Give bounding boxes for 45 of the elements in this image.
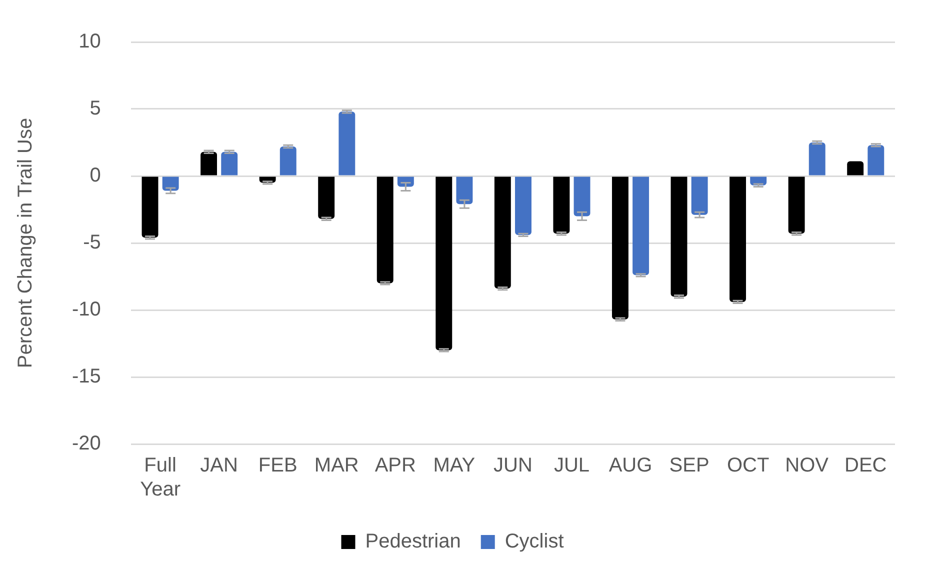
bar [456, 176, 473, 204]
x-tick-label: FEB [258, 454, 298, 477]
legend-label: Cyclist [504, 530, 564, 553]
y-tick-label: -5 [83, 232, 101, 254]
bar [494, 176, 511, 289]
x-tick-label: AUG [608, 454, 652, 477]
bar [515, 176, 532, 235]
y-tick-label: -15 [72, 366, 101, 388]
y-tick-label: 10 [78, 30, 101, 53]
bar [318, 176, 335, 219]
y-tick-label: -10 [72, 298, 101, 321]
bar [338, 112, 356, 176]
y-axis-title: Percent Change in Trail Use [14, 118, 37, 368]
x-tick-label: SEP [669, 454, 710, 477]
x-tick-label: MAY [433, 454, 476, 477]
y-tick-label: 5 [90, 98, 101, 120]
bar [221, 152, 238, 176]
bar [280, 146, 296, 176]
y-tick-label: -20 [72, 432, 101, 455]
bar [200, 152, 218, 176]
bar [730, 176, 746, 302]
bar [612, 176, 628, 320]
bar [788, 176, 805, 234]
x-tick-label: MAR [314, 454, 359, 477]
y-tick-label: 0 [90, 164, 101, 187]
bar [574, 176, 590, 216]
bar [868, 145, 884, 176]
x-tick-label: NOV [785, 454, 830, 477]
bar [632, 176, 650, 276]
x-tick-label: JUN [494, 454, 532, 477]
bar [376, 176, 394, 284]
bar [847, 161, 864, 176]
x-tick-label: APR [374, 454, 416, 477]
x-tick-label: JAN [200, 454, 238, 477]
bar [142, 176, 158, 238]
bar [670, 176, 688, 297]
x-tick-label: OCT [726, 454, 770, 477]
x-tick-label: JUL [554, 454, 590, 477]
legend-label: Pedestrian [365, 530, 461, 553]
bar [553, 176, 570, 234]
bar [808, 142, 826, 176]
bar [691, 176, 708, 215]
x-tick-label: DEC [844, 454, 887, 477]
bar [436, 176, 452, 350]
x-tick-label: Full Year [140, 454, 181, 501]
